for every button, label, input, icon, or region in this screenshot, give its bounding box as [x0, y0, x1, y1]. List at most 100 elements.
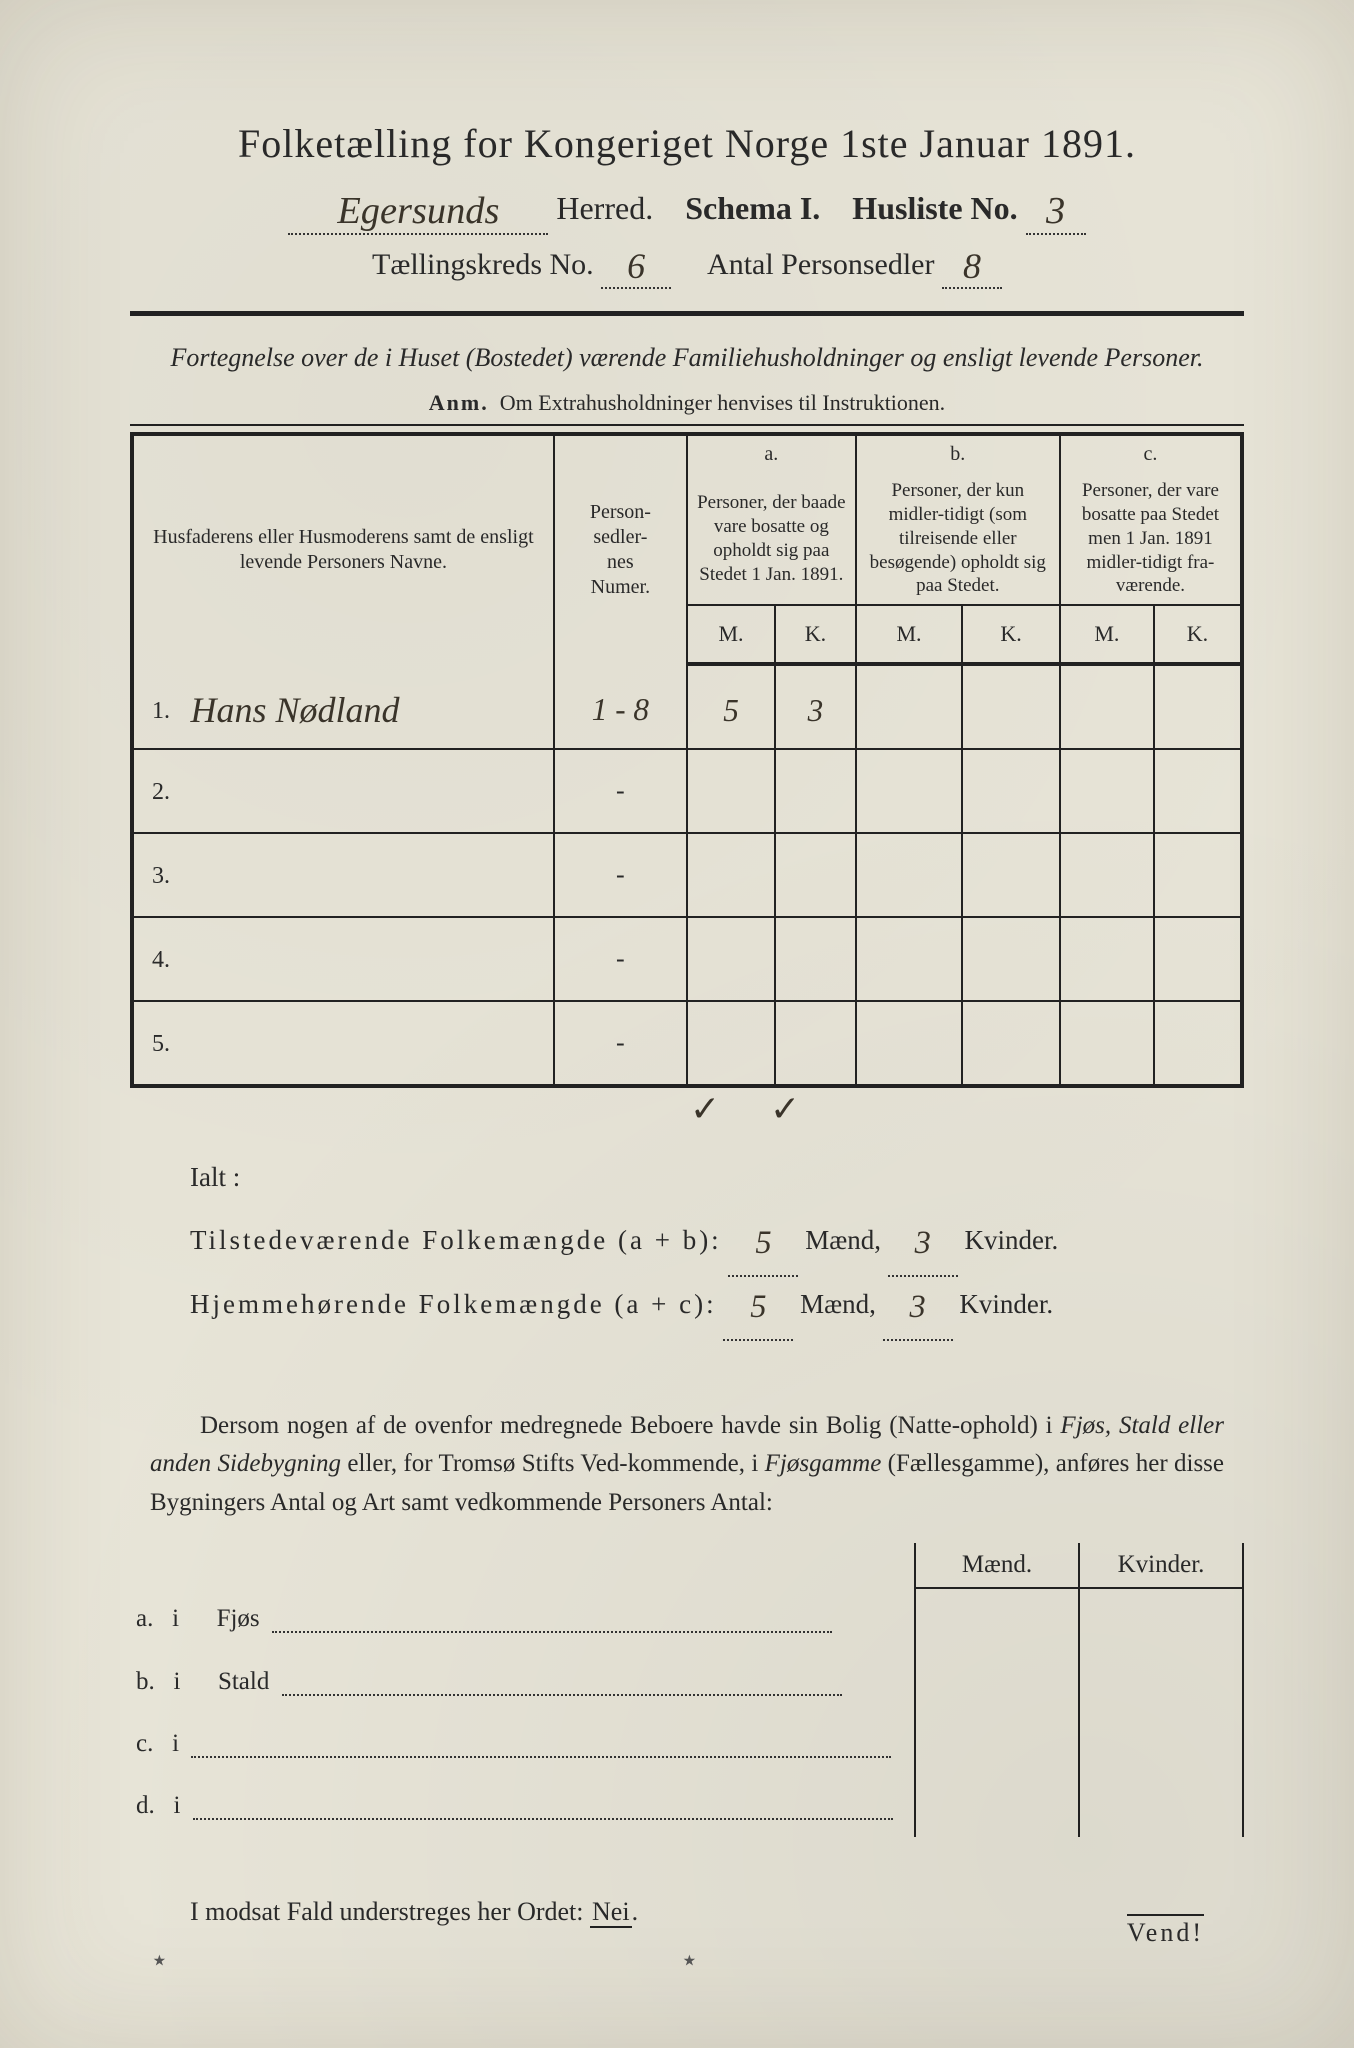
- dots-icon: [282, 1694, 842, 1696]
- row-ck: [1154, 664, 1242, 749]
- table-row: 1. Hans Nødland 1 - 8 5 3: [132, 664, 1242, 749]
- row-ak: 3: [808, 693, 824, 728]
- main-table: Husfaderens eller Husmoderens samt de en…: [130, 432, 1244, 1088]
- col-c-m: M.: [1060, 605, 1154, 664]
- col-a-label: a.: [687, 434, 856, 473]
- rule-top: [130, 311, 1244, 316]
- col-a-k: K.: [775, 605, 856, 664]
- lower-i: i: [172, 1730, 179, 1757]
- lower-i: i: [174, 1668, 181, 1695]
- lower-head-k: Kvinder.: [1079, 1543, 1243, 1588]
- col-a-m: M.: [687, 605, 775, 664]
- row-numer: 1 - 8: [592, 692, 649, 727]
- row-numer: -: [554, 749, 687, 833]
- row-numer: -: [554, 833, 687, 917]
- page-title: Folketælling for Kongeriget Norge 1ste J…: [130, 120, 1244, 167]
- lower-row: d. i: [130, 1775, 1243, 1837]
- ialt-label: Ialt :: [190, 1162, 240, 1192]
- nei-word: Nei: [590, 1897, 632, 1928]
- row-num: 2.: [152, 779, 170, 805]
- rule-above-table: [130, 424, 1244, 426]
- table-row: 3. -: [132, 833, 1242, 917]
- kreds-label: Tællingskreds No.: [372, 248, 594, 281]
- lower-head-m: Mænd.: [915, 1543, 1079, 1588]
- hjemme-m: 5: [723, 1277, 793, 1341]
- table-body: 1. Hans Nødland 1 - 8 5 3 2. - 3. -: [132, 664, 1242, 1086]
- lower-table: Mænd. Kvinder. a. i Fjøs b. i Stald: [130, 1543, 1244, 1837]
- anm-bold: Anm.: [429, 390, 489, 415]
- tilstede-label: Tilstedeværende Folkemængde (a + b):: [190, 1225, 722, 1255]
- kvinder-label: Kvinder.: [959, 1289, 1053, 1319]
- kreds-no: 6: [601, 245, 671, 289]
- mark-icon: ⋆: [150, 1943, 169, 1978]
- dots-icon: [193, 1818, 893, 1820]
- table-row: 4. -: [132, 917, 1242, 1001]
- maend-label: Mænd,: [800, 1289, 876, 1319]
- maend-label: Mænd,: [805, 1225, 881, 1255]
- dots-icon: [272, 1631, 832, 1633]
- col-a-text: Personer, der baade vare bosatte og opho…: [687, 473, 856, 605]
- col-b-k: K.: [962, 605, 1060, 664]
- col-numer: Person- sedler- nes Numer.: [554, 434, 687, 664]
- check-icon: ✓: [690, 1088, 720, 1130]
- para-p2: eller, for Tromsø Stifts Ved-kommende, i: [341, 1450, 765, 1477]
- husliste-label: Husliste No.: [852, 190, 1017, 226]
- antal-val: 8: [942, 245, 1002, 289]
- anm-line: Anm. Om Extrahusholdninger henvises til …: [130, 390, 1244, 416]
- row-name: Hans Nødland: [191, 690, 400, 730]
- lower-letter: c.: [136, 1730, 153, 1757]
- row-bk: [962, 664, 1060, 749]
- hjemme-k: 3: [883, 1277, 953, 1341]
- anm-text: Om Extrahusholdninger henvises til Instr…: [500, 390, 945, 415]
- row-cm: [1060, 664, 1154, 749]
- husliste-no: 3: [1026, 189, 1086, 235]
- schema-label: Schema I.: [685, 190, 820, 226]
- row-num: 5.: [152, 1031, 170, 1057]
- totals-block: Ialt : Tilstedeværende Folkemængde (a + …: [190, 1152, 1244, 1336]
- check-marks-row: ✓ ✓: [130, 1088, 1244, 1122]
- antal-label: Antal Personsedler: [707, 248, 934, 281]
- row-numer: -: [554, 917, 687, 1001]
- lower-label: Stald: [218, 1668, 269, 1695]
- lower-letter: d.: [136, 1792, 155, 1819]
- hjemme-label: Hjemmehørende Folkemængde (a + c):: [190, 1289, 717, 1319]
- lower-row: a. i Fjøs: [130, 1588, 1243, 1651]
- row-numer: -: [554, 1001, 687, 1086]
- nei-pre: I modsat Fald understreges her Ordet:: [190, 1897, 590, 1926]
- kvinder-label: Kvinder.: [964, 1225, 1058, 1255]
- para-i2: Fjøsgamme: [765, 1450, 882, 1477]
- row-num: 4.: [152, 947, 170, 973]
- col-c-text: Personer, der vare bosatte paa Stedet me…: [1060, 473, 1242, 605]
- col-b-label: b.: [856, 434, 1060, 473]
- dots-icon: [191, 1756, 891, 1758]
- herred-value: Egersunds: [288, 189, 548, 235]
- lower-i: i: [174, 1792, 181, 1819]
- row-bm: [856, 664, 963, 749]
- table-row: 5. -: [132, 1001, 1242, 1086]
- row-num: 1.: [152, 698, 170, 724]
- lower-letter: b.: [136, 1668, 155, 1695]
- vend-label: Vend!: [1127, 1914, 1204, 1948]
- row-am: 5: [723, 693, 739, 728]
- lower-row: c. i: [130, 1713, 1243, 1775]
- table-row: 2. -: [132, 749, 1242, 833]
- herred-line: Egersunds Herred. Schema I. Husliste No.…: [130, 185, 1244, 231]
- para-p1: Dersom nogen af de ovenfor medregnede Be…: [200, 1412, 1060, 1439]
- col-c-k: K.: [1154, 605, 1242, 664]
- kreds-line: Tællingskreds No. 6 Antal Personsedler 8: [130, 241, 1244, 285]
- lower-i: i: [172, 1605, 179, 1632]
- lower-row: b. i Stald: [130, 1651, 1243, 1713]
- nei-line: I modsat Fald understreges her Ordet: Ne…: [190, 1897, 1244, 1927]
- mark-icon: ⋆: [680, 1943, 699, 1978]
- lower-label: Fjøs: [217, 1605, 260, 1632]
- check-icon: ✓: [770, 1088, 800, 1130]
- col-name: Husfaderens eller Husmoderens samt de en…: [132, 434, 554, 664]
- tilstede-m: 5: [728, 1213, 798, 1277]
- lower-letter: a.: [136, 1605, 153, 1632]
- col-c-label: c.: [1060, 434, 1242, 473]
- tilstede-k: 3: [888, 1213, 958, 1277]
- row-num: 3.: [152, 863, 170, 889]
- herred-label: Herred.: [556, 190, 653, 226]
- census-form-page: Folketælling for Kongeriget Norge 1ste J…: [0, 0, 1354, 2048]
- paragraph: Dersom nogen af de ovenfor medregnede Be…: [150, 1407, 1224, 1523]
